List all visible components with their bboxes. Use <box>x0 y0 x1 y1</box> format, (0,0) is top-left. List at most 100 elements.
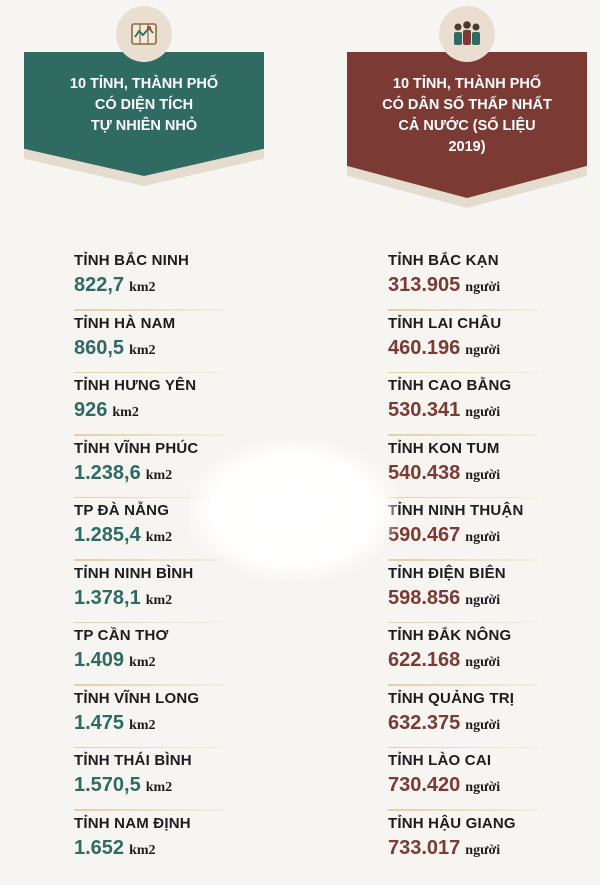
area-unit: km2 <box>145 592 173 608</box>
list-item: TỈNH HÀ NAM 860,5 km2 <box>74 315 294 378</box>
area-unit: km2 <box>129 655 156 670</box>
province-name: TP CẦN THƠ <box>74 627 169 644</box>
province-name: TỈNH NINH BÌNH <box>74 564 194 582</box>
list-item: TỈNH VĨNH LONG 1.475 km2 <box>74 690 294 753</box>
area-unit: km2 <box>145 467 173 483</box>
area-unit: km2 <box>129 842 156 858</box>
list-item: TỈNH KON TUM 540.438 người <box>388 440 600 503</box>
population-value: 313.905 <box>388 274 461 296</box>
list-item: TỈNH LÀO CAI 730.420 người <box>388 752 600 815</box>
province-name: TỈNH BẮC NINH <box>74 252 190 269</box>
province-name: TỈNH ĐIỆN BIÊN <box>388 564 506 582</box>
area-title: 10 TỈNH, THÀNH PHỐ CÓ DIỆN TÍCH TỰ NHIÊN… <box>69 76 219 134</box>
area-value: 860,5 <box>74 336 125 359</box>
province-name: TỈNH VĨNH LONG <box>74 689 200 707</box>
divider <box>74 434 224 436</box>
list-item: TỈNH LAI CHÂU 460.196 người <box>388 315 600 378</box>
population-value: 733.017 <box>388 836 461 859</box>
population-unit: người <box>465 467 501 483</box>
area-list: TỈNH BẮC NINH 822,7 km2 TỈNH HÀ NAM 860,5 km… <box>74 252 294 877</box>
province-name: TỈNH THÁI BÌNH <box>74 752 192 769</box>
population-unit: người <box>465 655 501 670</box>
area-value: 822,7 <box>74 274 125 296</box>
area-value: 1.238,6 <box>74 461 141 484</box>
list-item: TỈNH HƯNG YÊN 926 km2 <box>74 377 294 440</box>
population-unit: người <box>465 717 501 733</box>
population-value: 540.438 <box>388 461 461 484</box>
divider <box>74 371 224 373</box>
area-value: 1.652 <box>74 836 125 859</box>
list-item: TỈNH VĨNH PHÚC 1.238,6 km2 <box>74 440 294 503</box>
divider <box>74 496 224 498</box>
list-item: TỈNH BẮC KẠN 313.905 người <box>388 252 600 315</box>
list-item: TỈNH NINH THUẬN 590.467 người <box>388 502 600 565</box>
divider <box>388 684 538 686</box>
divider <box>388 371 538 373</box>
province-name: TỈNH VĨNH PHÚC <box>74 439 199 457</box>
population-value: 598.856 <box>388 586 461 609</box>
population-value: 530.341 <box>388 399 461 421</box>
area-value: 1.285,4 <box>74 524 141 546</box>
province-name: TỈNH LÀO CAI <box>388 752 492 769</box>
divider <box>74 684 224 686</box>
list-item: TỈNH CAO BẰNG 530.341 người <box>388 377 600 440</box>
population-unit: người <box>465 342 501 358</box>
divider <box>74 621 224 623</box>
province-name: TỈNH KON TUM <box>388 439 500 457</box>
list-item: TP CẦN THƠ 1.409 km2 <box>74 627 294 690</box>
province-name: TỈNH HÀ NAM <box>74 314 176 332</box>
divider <box>388 309 538 311</box>
population-unit: người <box>465 530 501 545</box>
population-value: 590.467 <box>388 524 461 546</box>
province-name: TỈNH LAI CHÂU <box>388 314 502 332</box>
divider <box>388 746 538 748</box>
divider <box>388 559 538 561</box>
population-value: 632.375 <box>388 711 461 734</box>
province-name: TỈNH NINH THUẬN <box>388 502 524 519</box>
population-value: 622.168 <box>388 649 461 671</box>
people-group-icon <box>439 6 495 62</box>
area-unit: km2 <box>129 280 156 295</box>
population-unit: người <box>465 842 501 858</box>
province-name: TỈNH BẮC KẠN <box>388 252 499 269</box>
divider <box>74 309 224 311</box>
area-unit: km2 <box>112 405 139 420</box>
province-name: TỈNH NAM ĐỊNH <box>74 814 191 832</box>
province-name: TỈNH QUẢNG TRỊ <box>388 689 515 707</box>
population-unit: người <box>465 280 501 295</box>
province-name: TỈNH HƯNG YÊN <box>74 377 197 394</box>
area-unit: km2 <box>129 717 156 733</box>
population-unit: người <box>465 592 501 608</box>
area-value: 1.378,1 <box>74 586 141 609</box>
province-name: TP ĐÀ NẴNG <box>74 502 170 519</box>
list-item: TỈNH BẮC NINH 822,7 km2 <box>74 252 294 315</box>
list-item: TỈNH NINH BÌNH 1.378,1 km2 <box>74 565 294 628</box>
list-item: TỈNH QUẢNG TRỊ 632.375 người <box>388 690 600 753</box>
divider <box>74 559 224 561</box>
list-item: TỈNH HẬU GIANG 733.017 người <box>388 815 600 878</box>
list-item: TỈNH ĐẮK NÔNG 622.168 người <box>388 627 600 690</box>
list-item: TỈNH NAM ĐỊNH 1.652 km2 <box>74 815 294 878</box>
area-unit: km2 <box>145 780 173 795</box>
province-name: TỈNH CAO BẰNG <box>388 377 512 394</box>
area-value: 1.570,5 <box>74 774 141 796</box>
divider <box>388 621 538 623</box>
population-value: 730.420 <box>388 774 461 796</box>
population-unit: người <box>465 405 501 420</box>
blurred-watermark-area <box>188 440 398 580</box>
list-item: TỈNH ĐIỆN BIÊN 598.856 người <box>388 565 600 628</box>
divider <box>388 496 538 498</box>
population-title: 10 TỈNH, THÀNH PHỐ CÓ DÂN SỐ THẤP NHẤT C… <box>382 76 552 155</box>
area-value: 1.409 <box>74 649 125 671</box>
divider <box>388 434 538 436</box>
map-scroll-icon <box>116 6 172 62</box>
list-item: TP ĐÀ NẴNG 1.285,4 km2 <box>74 502 294 565</box>
area-unit: km2 <box>129 342 156 358</box>
area-unit: km2 <box>145 530 173 545</box>
province-name: TỈNH ĐẮK NÔNG <box>388 627 512 644</box>
province-name: TỈNH HẬU GIANG <box>388 814 516 832</box>
population-list: TỈNH BẮC KẠN 313.905 người TỈNH LAI CHÂU 46… <box>388 252 600 877</box>
population-value: 460.196 <box>388 336 461 359</box>
area-value: 1.475 <box>74 711 125 734</box>
population-unit: người <box>465 780 501 795</box>
